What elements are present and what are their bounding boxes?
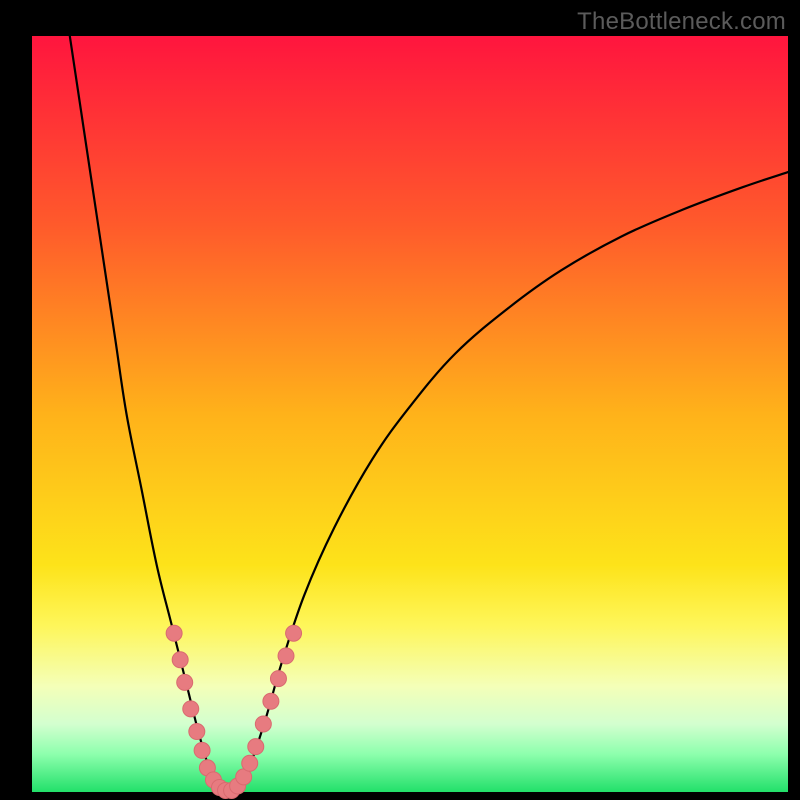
data-marker (278, 648, 294, 664)
data-marker (255, 716, 271, 732)
data-marker (270, 671, 286, 687)
data-marker (183, 701, 199, 717)
data-marker (242, 755, 258, 771)
data-marker (172, 652, 188, 668)
watermark-text: TheBottleneck.com (577, 8, 786, 36)
data-marker (189, 724, 205, 740)
data-marker (177, 674, 193, 690)
data-marker (286, 625, 302, 641)
data-marker (194, 742, 210, 758)
chart-frame: TheBottleneck.com (0, 0, 800, 800)
data-marker (166, 625, 182, 641)
data-marker (248, 739, 264, 755)
data-marker (263, 693, 279, 709)
chart-svg (0, 0, 800, 800)
